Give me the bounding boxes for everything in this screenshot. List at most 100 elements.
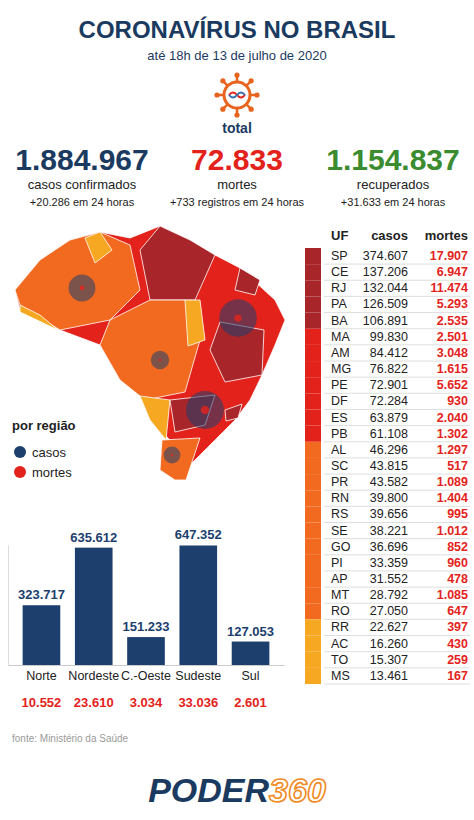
total-value: 1.154.837	[326, 143, 459, 176]
map	[15, 226, 285, 480]
brand-part: PODER	[148, 771, 269, 809]
table-cases: 22.627	[370, 620, 408, 634]
table-uf: RR	[331, 620, 349, 634]
bars	[23, 545, 270, 665]
table-header: mortes	[425, 228, 468, 243]
bar-value-label: 323.717	[18, 587, 65, 602]
table-uf: DF	[331, 394, 348, 408]
table-uf: MT	[331, 588, 349, 602]
table-cases: 31.552	[370, 572, 408, 586]
table-header: UF	[331, 228, 348, 243]
tier-stripe	[305, 603, 321, 619]
table-cases: 137.206	[363, 265, 408, 279]
table-cases: 63.879	[370, 411, 408, 425]
table-uf: TO	[331, 653, 348, 667]
deaths-label: 10.552	[22, 695, 62, 710]
x-tick: Norte	[26, 665, 57, 683]
virus-spike-tip	[249, 78, 254, 83]
map-bubble-deaths	[201, 406, 210, 415]
table-cases: 15.307	[370, 653, 408, 667]
table-deaths: 430	[447, 637, 468, 651]
x-tick-label: Nordeste	[68, 669, 119, 683]
table-uf: AL	[331, 443, 346, 457]
table-uf: RO	[331, 604, 350, 618]
total-value: 1.884.967	[15, 143, 148, 176]
table-deaths: 1.089	[437, 475, 468, 489]
map-region	[100, 300, 200, 400]
table-uf: ES	[331, 411, 348, 425]
tier-stripe	[305, 652, 321, 668]
table-cases: 39.656	[370, 507, 408, 521]
deaths-label: 23.610	[74, 695, 114, 710]
table-uf: RJ	[331, 281, 346, 295]
x-tick: C.-Oeste	[121, 665, 171, 683]
table-uf: PR	[331, 475, 348, 489]
table-deaths: 995	[447, 507, 468, 521]
legend-swatch	[14, 466, 26, 478]
map-bubble-cases	[151, 351, 169, 369]
tier-stripe	[305, 506, 321, 522]
tier-stripe	[305, 377, 321, 393]
map-region	[225, 404, 242, 421]
source: fonte: Ministério da Saúde	[12, 733, 129, 744]
legend-title: por região	[12, 418, 76, 433]
table-cases: 36.696	[370, 540, 408, 554]
table-uf: PI	[331, 556, 343, 570]
x-tick-label: Sul	[242, 669, 260, 683]
tier-stripe	[305, 458, 321, 474]
bar	[75, 548, 113, 665]
x-tick: Sul	[242, 665, 260, 683]
tier-stripe	[305, 313, 321, 329]
tier-stripe	[305, 555, 321, 571]
table-cases: 39.800	[370, 491, 408, 505]
tier-stripe	[305, 361, 321, 377]
table-deaths: 17.907	[430, 249, 468, 263]
x-tick-label: Sudeste	[175, 669, 221, 683]
tier-stripe	[305, 523, 321, 539]
table-uf: MS	[331, 669, 350, 683]
x-tick-label: C.-Oeste	[121, 669, 171, 683]
virus-rna	[229, 93, 245, 98]
table-uf: AP	[331, 572, 348, 586]
table-uf: AM	[331, 346, 350, 360]
virus-spike-tip	[249, 107, 254, 112]
table-uf: MA	[331, 330, 350, 344]
tier-stripe	[305, 345, 321, 361]
y-axis	[8, 546, 9, 666]
table-deaths: 259	[447, 653, 468, 667]
brand: PODER360	[148, 771, 326, 809]
table-deaths: 5.652	[437, 378, 468, 392]
map-bubble-deaths	[80, 286, 85, 291]
tier-stripe	[305, 393, 321, 409]
tier-stripe	[305, 264, 321, 280]
table-uf: RS	[331, 507, 348, 521]
table-cases: 13.461	[370, 669, 408, 683]
table-cases: 16.260	[370, 637, 408, 651]
deaths-label: 33.036	[178, 695, 218, 710]
total-label: recuperados	[357, 177, 430, 192]
map-bubble-cases	[69, 275, 96, 302]
table-cases: 106.891	[363, 314, 408, 328]
table-deaths: 1.297	[437, 443, 468, 457]
tier-stripe	[305, 410, 321, 426]
table-uf: BA	[331, 314, 348, 328]
deaths-label: 3.034	[130, 695, 163, 710]
map-bubble-deaths	[159, 359, 162, 362]
table-cases: 99.830	[370, 330, 408, 344]
table-deaths: 2.535	[437, 314, 468, 328]
table-uf: GO	[331, 540, 351, 554]
map-region	[15, 226, 285, 480]
table-deaths: 1.615	[437, 362, 468, 376]
tier-stripe	[305, 329, 321, 345]
x-tick: Sudeste	[175, 665, 221, 683]
tier-stripe	[305, 571, 321, 587]
map-bubble-deaths	[171, 454, 173, 456]
deaths-label: 2.601	[234, 695, 267, 710]
legend-entry: mortes	[32, 465, 72, 480]
map-region	[85, 232, 112, 263]
tier-stripe	[305, 442, 321, 458]
table-deaths: 930	[447, 394, 468, 408]
bar-value-label: 647.352	[175, 527, 222, 542]
legend-entry: casos	[32, 445, 66, 460]
table-deaths: 397	[447, 620, 468, 634]
